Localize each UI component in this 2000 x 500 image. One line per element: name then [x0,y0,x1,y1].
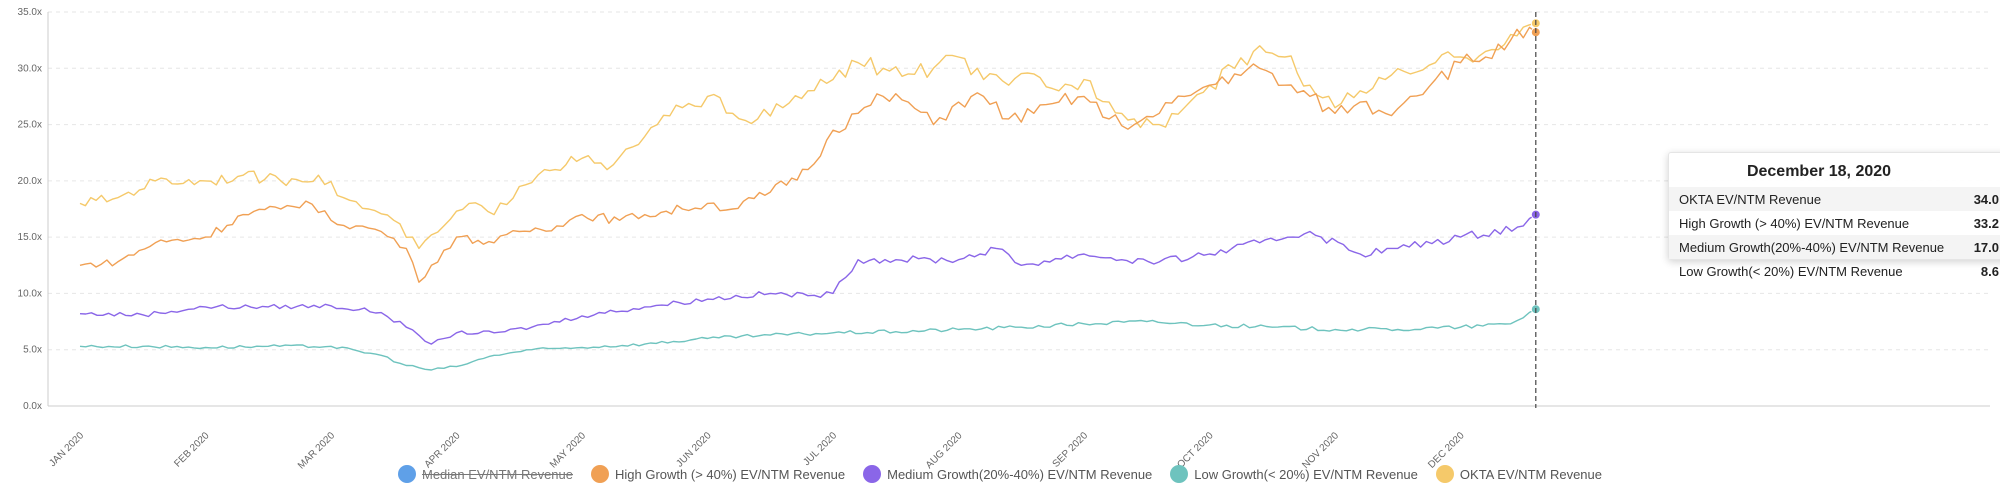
tooltip-row: High Growth (> 40%) EV/NTM Revenue 33.2 [1669,211,2000,235]
tooltip-label: Low Growth(< 20%) EV/NTM Revenue [1679,263,1903,279]
tooltip-value: 33.2 [1973,215,1999,231]
legend-item-okta[interactable]: OKTA EV/NTM Revenue [1435,465,1602,483]
series-line [79,214,1537,345]
legend-swatch [863,465,882,483]
y-tick-label: 25.0x [18,120,42,131]
legend-swatch [1435,465,1454,483]
series-line [79,308,1537,371]
y-tick-label: 30.0x [18,63,42,74]
y-tick-label: 15.0x [18,232,42,243]
legend-label: OKTA EV/NTM Revenue [1459,466,1602,482]
tooltip-row: Medium Growth(20%-40%) EV/NTM Revenue 17… [1669,235,2000,259]
y-tick-label: 0.0x [23,401,42,412]
tooltip-value: 8.6 [1980,263,1999,279]
tooltip-label: Medium Growth(20%-40%) EV/NTM Revenue [1679,239,1945,255]
tooltip-value: 34.0 [1973,191,1999,207]
series-line [79,22,1536,250]
y-tick-label: 20.0x [18,176,42,187]
tooltip-row: OKTA EV/NTM Revenue 34.0 [1669,187,2000,211]
tooltip: December 18, 2020 OKTA EV/NTM Revenue 34… [1668,152,2000,279]
tooltip-label: OKTA EV/NTM Revenue [1679,191,1822,207]
legend: Median EV/NTM Revenue High Growth (> 40%… [0,462,2000,486]
y-tick-label: 10.0x [18,288,42,299]
legend-label: Median EV/NTM Revenue [421,466,573,482]
y-tick-label: 35.0x [18,7,42,18]
tooltip-label: High Growth (> 40%) EV/NTM Revenue [1679,215,1910,231]
series-line [79,26,1537,283]
legend-item-median[interactable]: Median EV/NTM Revenue [397,465,573,483]
grid [47,11,1990,407]
legend-label: High Growth (> 40%) EV/NTM Revenue [615,466,846,482]
y-axis: 0.0x 5.0x 10.0x 15.0x 20.0x 25.0x 30.0x 35.0x [18,7,42,412]
legend-swatch [591,465,609,483]
legend-item-high-growth[interactable]: High Growth (> 40%) EV/NTM Revenue [591,465,845,483]
legend-swatch [397,465,416,483]
tooltip-title: December 18, 2020 [1746,163,1892,180]
legend-item-low-growth[interactable]: Low Growth(< 20%) EV/NTM Revenue [1170,465,1418,483]
tooltip-value: 17.0 [1973,239,1999,255]
legend-label: Medium Growth(20%-40%) EV/NTM Revenue [887,466,1153,482]
legend-swatch [1170,465,1189,483]
series-lines [79,18,1541,371]
tooltip-row: Low Growth(< 20%) EV/NTM Revenue 8.6 [1669,259,2000,283]
y-tick-label: 5.0x [23,345,42,356]
legend-label: Low Growth(< 20%) EV/NTM Revenue [1194,466,1418,482]
legend-item-medium-growth[interactable]: Medium Growth(20%-40%) EV/NTM Revenue [863,465,1152,483]
